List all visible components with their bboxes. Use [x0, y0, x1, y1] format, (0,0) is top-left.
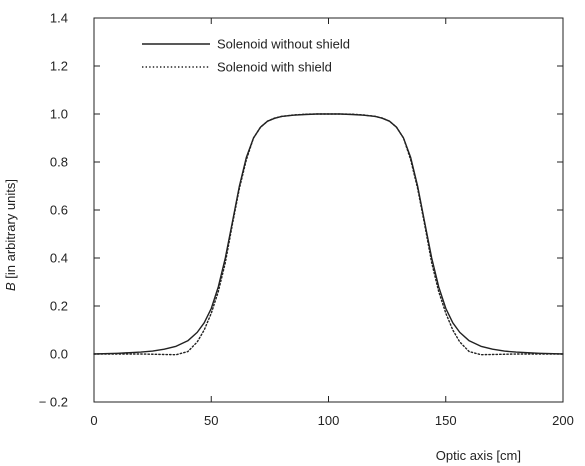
legend-label-without-shield: Solenoid without shield: [217, 37, 350, 52]
y-tick-label: 1.0: [50, 107, 68, 122]
y-tick-label: 0.0: [50, 347, 68, 362]
y-axis-title: B [in arbitrary units]: [3, 179, 18, 291]
y-axis-symbol: B: [3, 282, 18, 291]
legend: Solenoid without shield Solenoid with sh…: [142, 37, 350, 75]
y-axis-unit: [in arbitrary units]: [3, 179, 18, 282]
y-tick-label: 0.2: [50, 299, 68, 314]
axes: 0 50 100 150 200 − 0.2 0.0 0.2 0.4 0.6 0.8 1.0 1.2 1.…: [39, 11, 574, 429]
y-tick-label: 1.4: [50, 11, 68, 26]
series-line-without-shield: [93, 113, 564, 355]
x-tick-label: 0: [90, 413, 97, 428]
series-line-with-shield: [93, 113, 564, 356]
y-tick-label: 1.2: [50, 59, 68, 74]
x-tick-label: 200: [552, 413, 574, 428]
x-tick-label: 100: [318, 413, 340, 428]
plot-frame: [93, 17, 564, 403]
legend-label-with-shield: Solenoid with shield: [217, 60, 332, 75]
y-tick-label: 0.6: [50, 203, 68, 218]
y-tick-label: 0.8: [50, 155, 68, 170]
plot-area: [93, 113, 564, 356]
y-tick-label: 0.4: [50, 251, 68, 266]
y-tick-label: − 0.2: [39, 395, 68, 410]
x-tick-label: 150: [435, 413, 457, 428]
x-axis-title: Optic axis [cm]: [436, 448, 521, 463]
x-tick-label: 50: [204, 413, 218, 428]
